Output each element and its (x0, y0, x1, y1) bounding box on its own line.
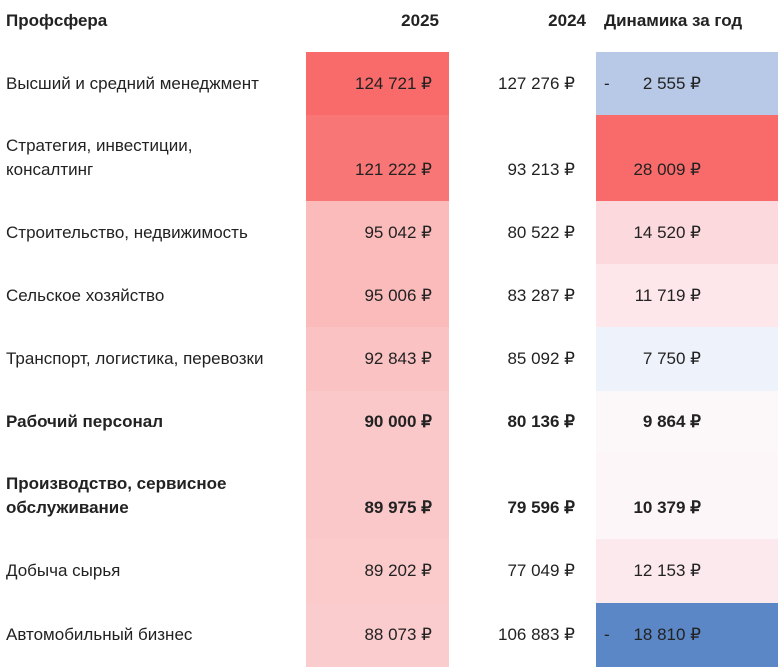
salary-2025-cell: 121 222 ₽ (306, 115, 449, 201)
salary-2025-cell: 88 073 ₽ (306, 603, 449, 667)
dynamics-sign: - (604, 625, 610, 644)
salary-2025-value: 88 073 ₽ (364, 625, 432, 644)
salary-2024-value: 83 287 ₽ (507, 285, 575, 305)
profession-name: Производство, сервисное обслуживание (6, 474, 227, 517)
table-row: Транспорт, логистика, перевозки 92 843 ₽ 8… (0, 327, 779, 391)
dynamics-value: 9 864 ₽ (642, 412, 701, 431)
profession-name: Добыча сырья (6, 561, 121, 580)
dynamics-cell: 7 750 ₽ (596, 327, 778, 391)
salary-2024-cell: 93 213 ₽ (449, 115, 596, 201)
salary-2025-cell: 124 721 ₽ (306, 52, 449, 115)
salary-2024-cell: 80 136 ₽ (449, 391, 596, 453)
salary-2024-cell: 79 596 ₽ (449, 453, 596, 539)
salary-2025-cell: 89 202 ₽ (306, 539, 449, 603)
profession-name: Строительство, недвижимость (6, 222, 248, 242)
dynamics-cell: 11 719 ₽ (596, 264, 778, 327)
dynamics-value: 11 719 ₽ (634, 285, 701, 305)
profession-name: Сельское хозяйство (6, 285, 165, 305)
salary-2024-value: 80 522 ₽ (507, 222, 575, 242)
dynamics-value: 2 555 ₽ (642, 73, 701, 93)
table-row: Автомобильный бизнес 88 073 ₽ 106 883 ₽ - 18… (0, 603, 779, 667)
table-body: Высший и средний менеджмент 124 721 ₽ 127 … (0, 52, 779, 667)
header-dynamics: Динамика за год (604, 11, 743, 30)
table-row: Рабочий персонал 90 000 ₽ 80 136 ₽ 9 864 ₽ (0, 391, 779, 453)
dynamics-cell: - 18 810 ₽ (596, 603, 778, 667)
table-row: Сельское хозяйство 95 006 ₽ 83 287 ₽ 11 719… (0, 264, 779, 327)
salary-2025-value: 89 202 ₽ (364, 561, 432, 580)
table-row: Добыча сырья 89 202 ₽ 77 049 ₽ 12 153 ₽ (0, 539, 779, 603)
salary-2024-cell: 77 049 ₽ (449, 539, 596, 603)
header-2024: 2024 (548, 11, 586, 30)
salary-2025-value: 95 006 ₽ (364, 285, 432, 305)
salary-2025-cell: 95 042 ₽ (306, 201, 449, 264)
profession-name: Автомобильный бизнес (6, 625, 193, 644)
table-row: Строительство, недвижимость 95 042 ₽ 80 52… (0, 201, 779, 264)
table-header: Профсфера 2025 2024 Динамика за год (0, 0, 779, 52)
salary-2024-cell: 127 276 ₽ (449, 52, 596, 115)
salary-2024-value: 80 136 ₽ (507, 412, 575, 431)
profession-name: Рабочий персонал (6, 412, 163, 431)
dynamics-value: 28 009 ₽ (633, 160, 701, 179)
dynamics-value: 14 520 ₽ (633, 222, 701, 242)
dynamics-value: 18 810 ₽ (633, 625, 701, 644)
salary-2025-cell: 95 006 ₽ (306, 264, 449, 327)
salary-2024-cell: 83 287 ₽ (449, 264, 596, 327)
dynamics-cell: 14 520 ₽ (596, 201, 778, 264)
dynamics-value: 12 153 ₽ (633, 561, 701, 580)
salary-2025-value: 124 721 ₽ (355, 73, 432, 93)
table-row: Высший и средний менеджмент 124 721 ₽ 127 … (0, 52, 779, 115)
salary-2025-value: 121 222 ₽ (355, 160, 432, 179)
header-2025: 2025 (401, 11, 439, 30)
profession-name: Транспорт, логистика, перевозки (6, 349, 264, 368)
salary-2024-value: 93 213 ₽ (507, 160, 575, 179)
salary-2025-cell: 90 000 ₽ (306, 391, 449, 453)
salary-2024-value: 106 883 ₽ (498, 625, 575, 644)
header-profession: Профсфера (6, 11, 108, 30)
salary-2025-value: 90 000 ₽ (364, 412, 432, 431)
salary-2025-value: 92 843 ₽ (364, 349, 432, 368)
salary-2024-cell: 85 092 ₽ (449, 327, 596, 391)
dynamics-cell: 9 864 ₽ (596, 391, 778, 453)
dynamics-value: 7 750 ₽ (642, 349, 701, 368)
table-row: Производство, сервисное обслуживание 89 9… (0, 453, 779, 539)
salary-2024-value: 127 276 ₽ (498, 73, 575, 93)
table-row: Стратегия, инвестиции, консалтинг 121 222… (0, 115, 779, 201)
salary-2024-value: 85 092 ₽ (507, 349, 575, 368)
dynamics-cell: 28 009 ₽ (596, 115, 778, 201)
salary-2025-value: 95 042 ₽ (364, 222, 432, 242)
dynamics-cell: - 2 555 ₽ (596, 52, 778, 115)
salary-2024-value: 77 049 ₽ (507, 561, 575, 580)
salary-2025-value: 89 975 ₽ (364, 498, 432, 517)
dynamics-value: 10 379 ₽ (633, 498, 701, 517)
profession-name: Стратегия, инвестиции, консалтинг (6, 136, 193, 179)
salary-2024-cell: 106 883 ₽ (449, 603, 596, 667)
salary-2025-cell: 92 843 ₽ (306, 327, 449, 391)
salary-2025-cell: 89 975 ₽ (306, 453, 449, 539)
dynamics-sign: - (604, 73, 610, 93)
dynamics-cell: 12 153 ₽ (596, 539, 778, 603)
salary-2024-cell: 80 522 ₽ (449, 201, 596, 264)
dynamics-cell: 10 379 ₽ (596, 453, 778, 539)
salary-2024-value: 79 596 ₽ (507, 498, 575, 517)
profession-name: Высший и средний менеджмент (6, 73, 259, 93)
